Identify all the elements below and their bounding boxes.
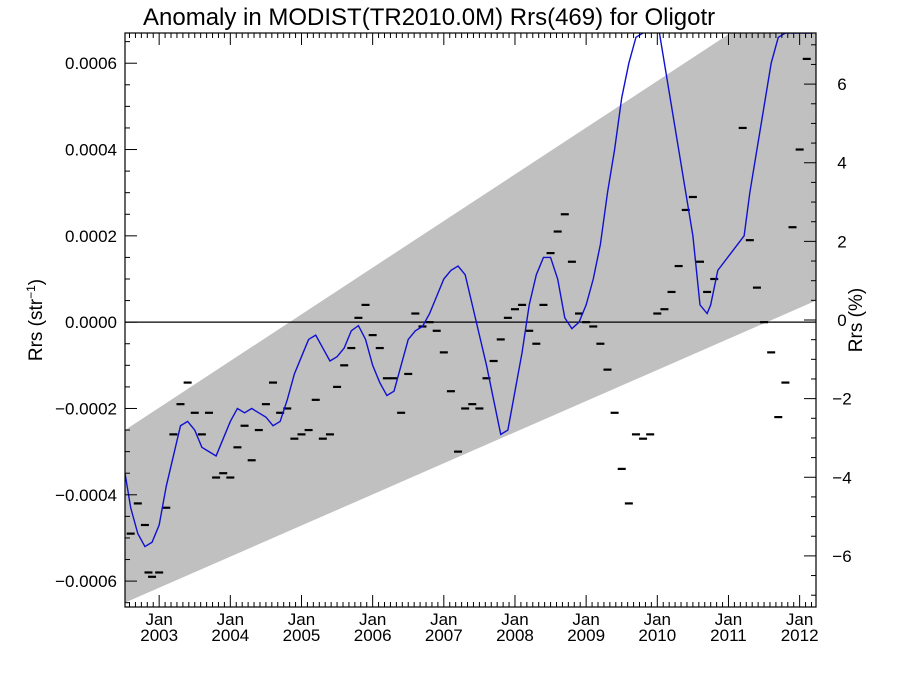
chart-title: Anomaly in MODIST(TR2010.0M) Rrs(469) fo… [143, 4, 715, 31]
x-tick-year: 2010 [638, 626, 676, 645]
smoothed-anomaly-line [125, 33, 813, 548]
x-tick-year: 2004 [211, 626, 249, 645]
y2-tick-label: 6 [837, 75, 846, 94]
x-tick-month: Jan [644, 610, 671, 629]
x-tick-year: 2003 [140, 626, 178, 645]
y2-axis-label: Rrs (%) [846, 288, 867, 352]
y2-tick-label: 2 [837, 232, 846, 251]
y2-tick-label: −6 [832, 547, 851, 566]
x-tick-month: Jan [715, 610, 742, 629]
x-tick-year: 2007 [425, 626, 463, 645]
x-tick-month: Jan [288, 610, 315, 629]
y-tick-label: −0.0004 [55, 486, 117, 505]
x-tick-year: 2005 [283, 626, 321, 645]
y-tick-label: 0.0004 [65, 141, 117, 160]
y-tick-label: −0.0006 [55, 572, 117, 591]
x-tick-year: 2011 [710, 626, 747, 645]
x-tick-month: Jan [572, 610, 599, 629]
plot-content [125, 33, 816, 603]
y-tick-label: −0.0002 [55, 399, 117, 418]
x-tick-year: 2009 [567, 626, 605, 645]
y2-tick-label: −2 [832, 390, 851, 409]
x-tick-year: 2012 [781, 626, 819, 645]
x-tick-month: Jan [786, 610, 813, 629]
axis-labels: Jan2003Jan2004Jan2005Jan2006Jan2007Jan20… [55, 54, 852, 645]
x-tick-year: 2006 [354, 626, 392, 645]
axis-ticks [125, 33, 816, 607]
y-tick-label: 0.0006 [65, 54, 117, 73]
y-tick-label: 0.0000 [65, 313, 117, 332]
x-tick-month: Jan [430, 610, 457, 629]
x-tick-month: Jan [145, 610, 172, 629]
trend-band [125, 33, 816, 603]
x-tick-month: Jan [359, 610, 386, 629]
y2-tick-label: −4 [832, 468, 851, 487]
y2-tick-label: 0 [837, 311, 846, 330]
x-tick-month: Jan [217, 610, 244, 629]
x-tick-year: 2008 [496, 626, 534, 645]
data-markers [126, 57, 811, 578]
y-tick-label: 0.0002 [65, 227, 117, 246]
x-tick-month: Jan [501, 610, 528, 629]
y-axis-label: Rrs (str−1) [24, 279, 47, 361]
y2-tick-label: 4 [837, 154, 846, 173]
